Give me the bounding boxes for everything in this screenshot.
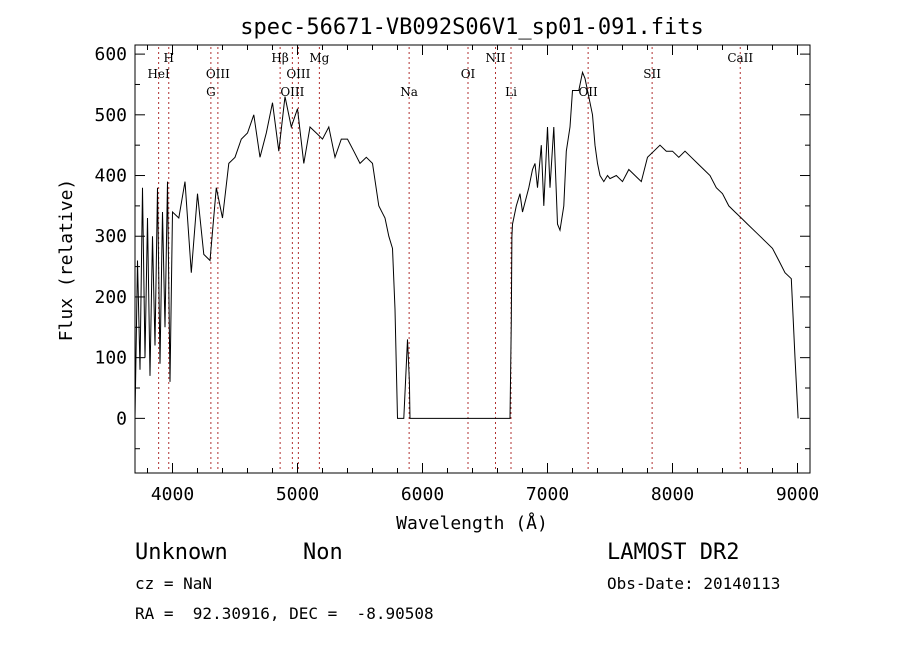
marker-label: G — [206, 85, 216, 99]
x-tick-label: 6000 — [401, 484, 444, 505]
y-tick-label: 0 — [116, 408, 127, 429]
marker-label: CaII — [727, 51, 753, 65]
x-tick-label: 7000 — [526, 484, 569, 505]
marker-label: OIII — [206, 67, 230, 81]
marker-label: Mg — [309, 51, 329, 65]
line-markers — [158, 47, 741, 471]
marker-label: Hβ — [271, 51, 288, 65]
coordinates: RA = 92.30916, DEC = -8.90508 — [135, 604, 434, 623]
y-axis-label: Flux (relative) — [56, 179, 77, 342]
chart-title: spec-56671-VB092S06V1_sp01-091.fits — [240, 15, 704, 40]
y-tick-label: 300 — [94, 226, 127, 247]
object-subclass: Non — [303, 540, 343, 565]
marker-label: SII — [643, 67, 661, 81]
y-tick-label: 100 — [94, 348, 127, 369]
marker-label: NII — [486, 51, 506, 65]
redshift-cz: cz = NaN — [135, 574, 212, 593]
plot-frame — [134, 44, 811, 474]
y-tick-label: 500 — [94, 105, 127, 126]
marker-label: HeI — [147, 67, 170, 81]
spectrum-line — [134, 70, 799, 419]
x-tick-label: 9000 — [776, 484, 819, 505]
x-tick-label: 5000 — [276, 484, 319, 505]
x-tick-label: 8000 — [651, 484, 694, 505]
y-tick-label: 200 — [94, 287, 127, 308]
y-axis: 0 100 200 300 400 500 600 — [94, 44, 810, 450]
x-tick-label: 4000 — [151, 484, 194, 505]
x-axis: 4000 5000 6000 7000 8000 9000 — [147, 45, 819, 505]
marker-label: OI — [461, 67, 476, 81]
marker-label: OIII — [280, 85, 304, 99]
marker-label: OIII — [286, 67, 310, 81]
marker-label: Na — [400, 85, 418, 99]
y-tick-label: 400 — [94, 166, 127, 187]
x-axis-label: Wavelength (Å) — [396, 512, 548, 534]
marker-label: Li — [505, 85, 517, 99]
y-tick-label: 600 — [94, 44, 127, 65]
observation-date: Obs-Date: 20140113 — [607, 574, 780, 593]
marker-label: H — [164, 51, 174, 65]
data-release: LAMOST DR2 — [607, 540, 739, 565]
object-class: Unknown — [135, 540, 228, 565]
